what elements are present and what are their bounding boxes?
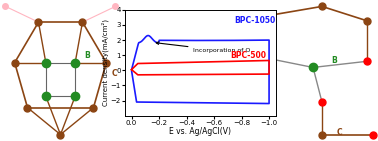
Y-axis label: Current density(mA/cm²): Current density(mA/cm²) xyxy=(101,19,109,106)
Text: BPC-1050: BPC-1050 xyxy=(235,16,276,26)
Text: B: B xyxy=(84,51,90,60)
Text: C: C xyxy=(337,128,342,137)
Text: B: B xyxy=(331,56,337,65)
Text: Incorporation of O: Incorporation of O xyxy=(156,42,251,53)
Text: BPC-500: BPC-500 xyxy=(231,51,266,60)
Text: C: C xyxy=(112,69,118,78)
X-axis label: E vs. Ag/AgCl(V): E vs. Ag/AgCl(V) xyxy=(169,127,231,136)
